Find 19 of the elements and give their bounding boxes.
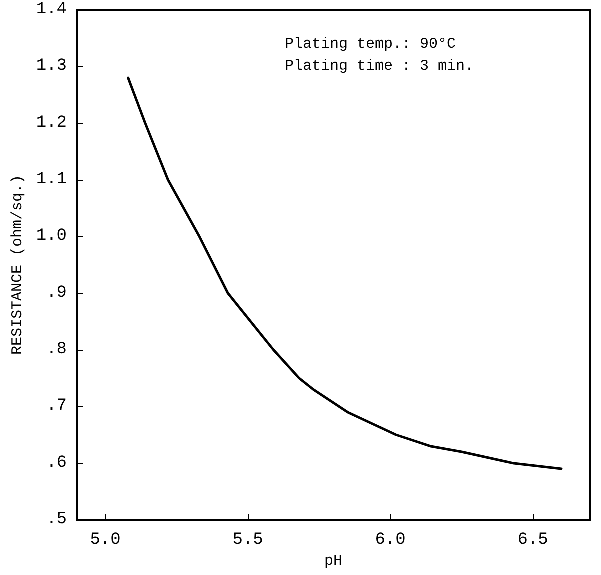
x-tick-label: 6.0 [375, 531, 406, 550]
x-tick-label: 5.5 [232, 531, 264, 550]
x-tick-label: 5.0 [90, 531, 121, 550]
y-tick-label: .8 [46, 340, 67, 360]
y-tick-label: 1.0 [36, 227, 67, 246]
y-tick-label: .5 [46, 510, 67, 530]
x-axis-title: pH [324, 553, 343, 570]
x-tick-label: 6.5 [518, 531, 548, 550]
y-tick-label: .6 [46, 454, 67, 473]
annotation: Plating time : 3 min. [285, 58, 474, 75]
annotation: Plating temp.: 90°C [285, 36, 456, 53]
y-tick-label: 1.2 [36, 114, 67, 133]
y-tick-label: .9 [46, 284, 67, 303]
y-axis-title: RESISTANCE (ohm/sq.) [9, 174, 26, 356]
y-tick-label: 1.3 [36, 57, 67, 76]
y-tick-label: 1.4 [36, 0, 67, 20]
y-tick-label: .7 [46, 397, 67, 416]
line-series [127, 76, 563, 470]
y-tick-label: 1.1 [36, 170, 67, 190]
